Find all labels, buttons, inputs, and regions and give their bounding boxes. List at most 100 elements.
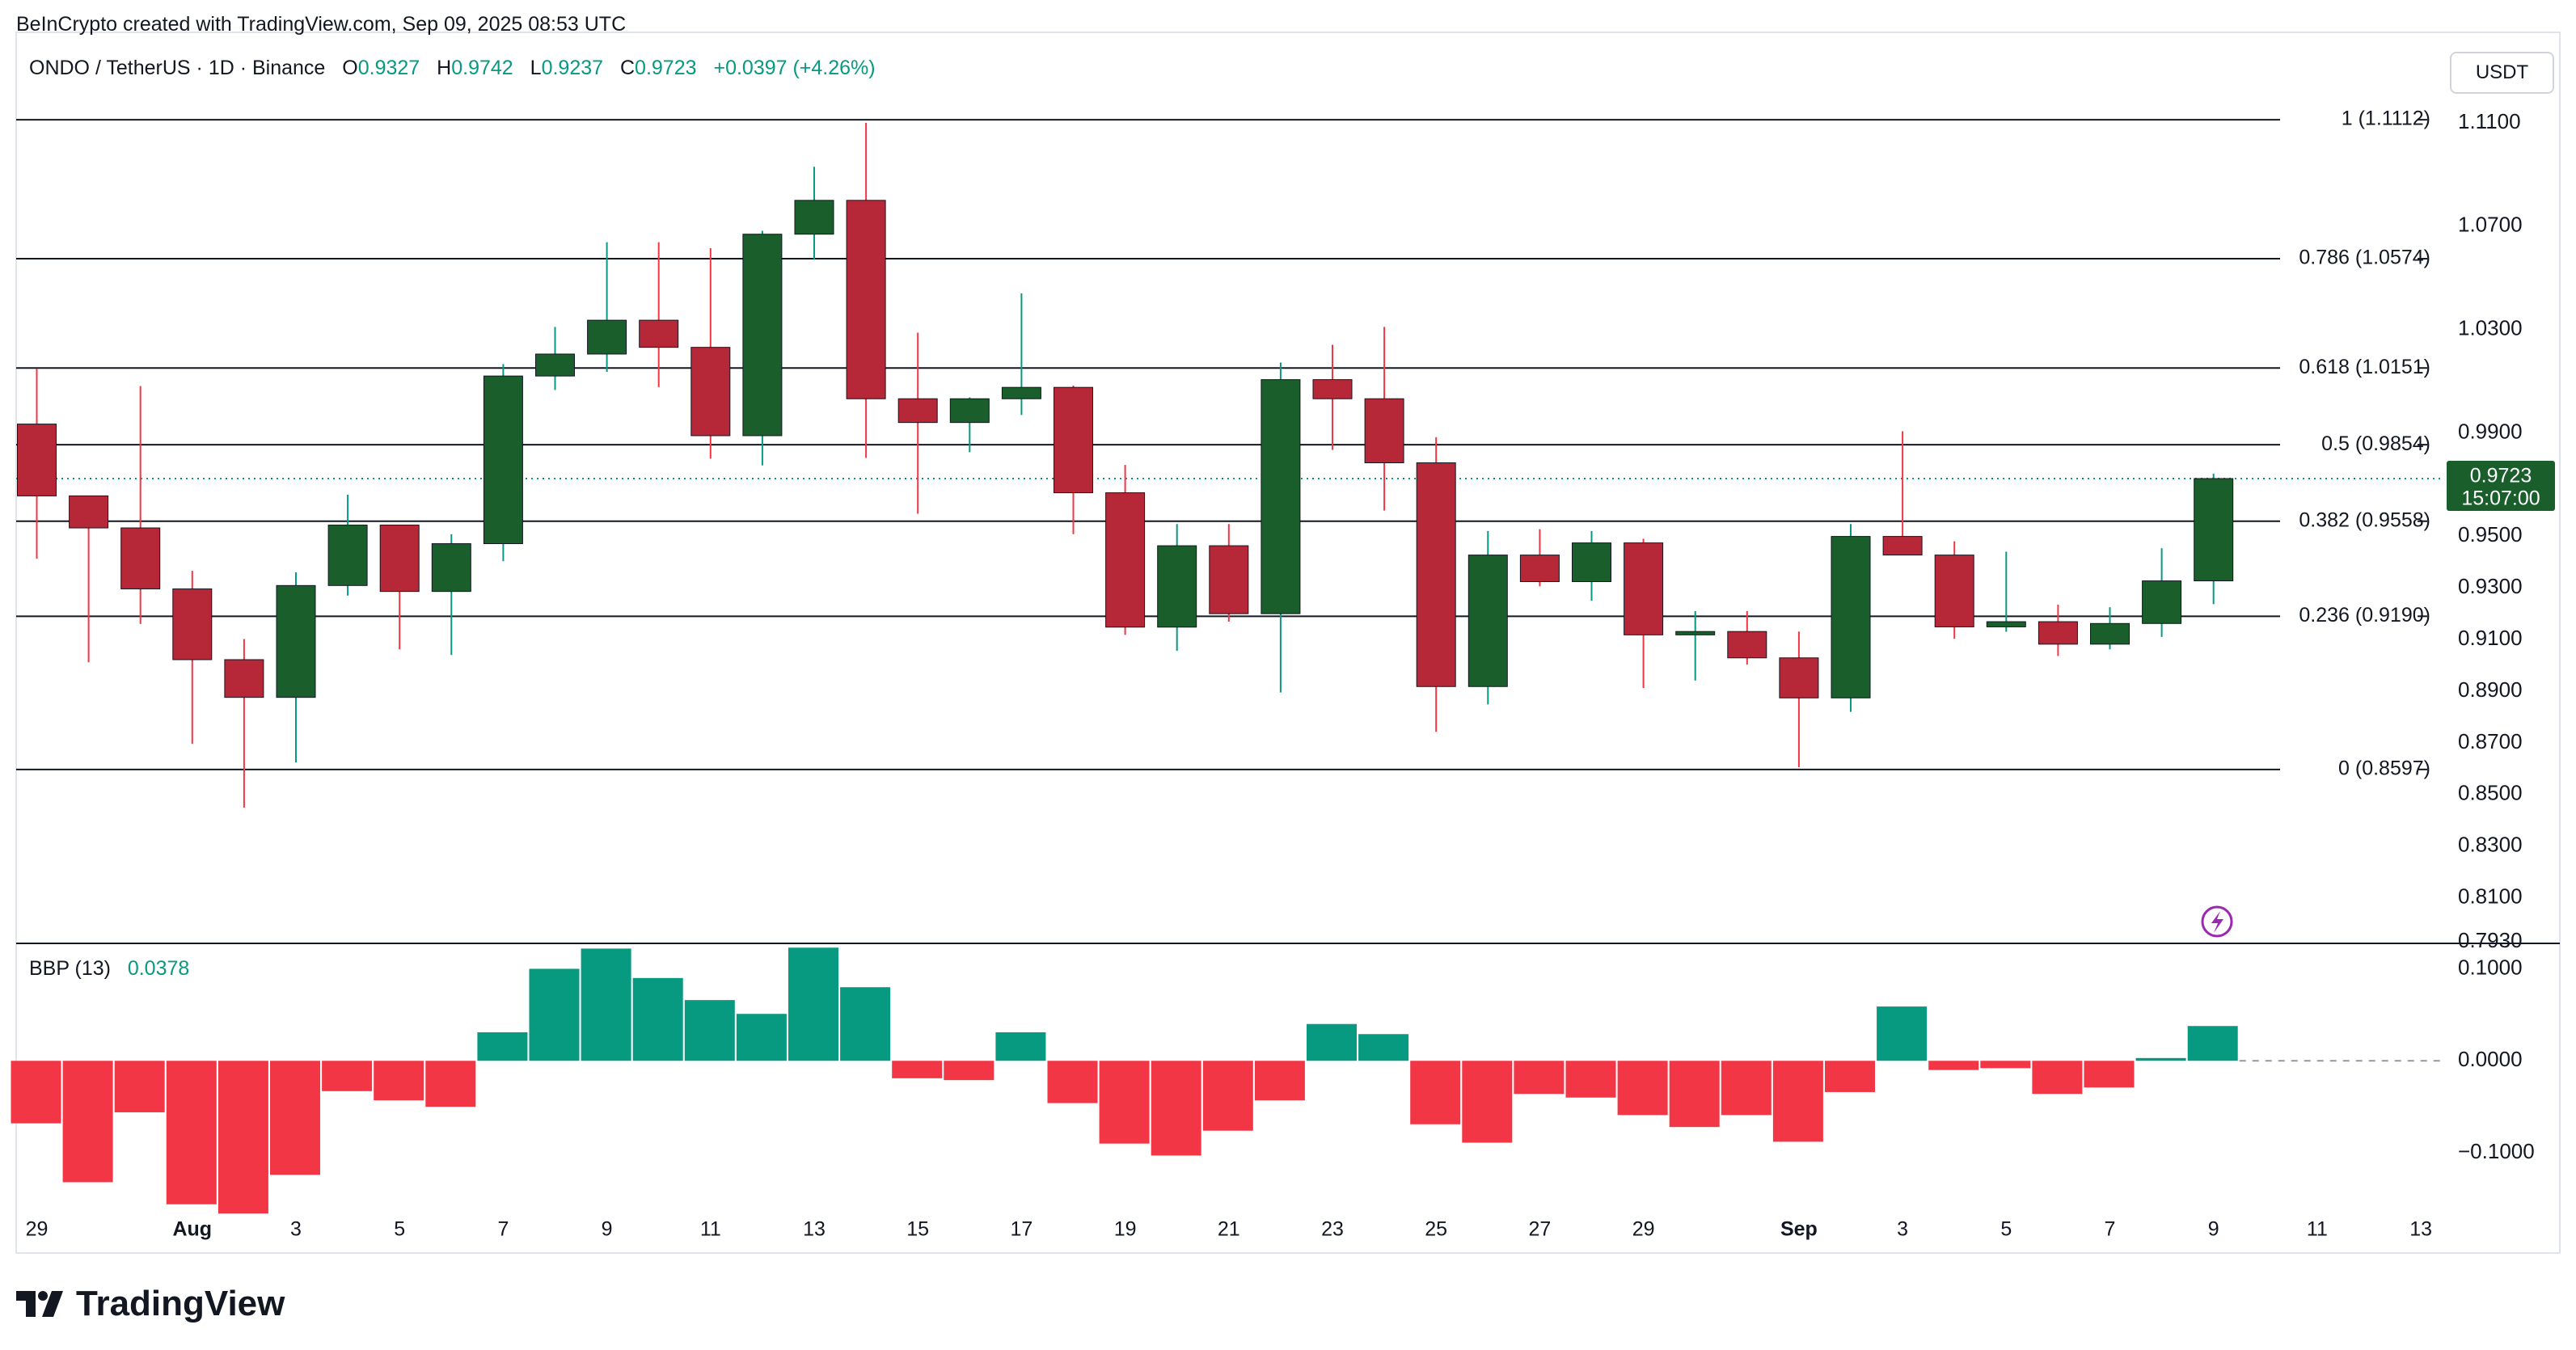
bbp-bar[interactable] — [114, 1061, 165, 1112]
time-axis-tick: 17 — [1010, 1218, 1033, 1241]
candle[interactable] — [1986, 551, 2026, 632]
candle-body — [276, 584, 316, 698]
bbp-bar[interactable] — [995, 1031, 1046, 1061]
bbp-bar[interactable] — [2135, 1057, 2186, 1061]
bbp-bar[interactable] — [217, 1061, 268, 1214]
bbp-bar[interactable] — [529, 968, 580, 1061]
bbp-bar[interactable] — [1825, 1061, 1875, 1092]
candle[interactable] — [1831, 524, 1871, 712]
candle[interactable] — [379, 525, 420, 650]
candle[interactable] — [172, 571, 213, 745]
candle[interactable] — [1157, 524, 1197, 652]
candle[interactable] — [1416, 437, 1456, 732]
candle[interactable] — [1312, 344, 1353, 450]
bbp-bar[interactable] — [1151, 1061, 1201, 1156]
bbp-bar[interactable] — [2187, 1026, 2238, 1061]
bbp-bar[interactable] — [736, 1014, 787, 1061]
candle[interactable] — [1209, 524, 1249, 622]
candle[interactable] — [1001, 293, 1041, 416]
candle[interactable] — [846, 122, 886, 458]
bbp-bar[interactable] — [1877, 1006, 1928, 1061]
candle[interactable] — [535, 327, 575, 390]
bbp-bar[interactable] — [1928, 1061, 1979, 1070]
bbp-bar[interactable] — [62, 1061, 113, 1183]
candle[interactable] — [1675, 610, 1716, 681]
indicator-title[interactable]: BBP (13) — [29, 957, 111, 980]
candle-body — [794, 200, 834, 235]
candle[interactable] — [1934, 541, 1974, 639]
bbp-bar[interactable] — [1980, 1061, 2031, 1069]
bbp-bar[interactable] — [477, 1031, 528, 1061]
bbp-bar[interactable] — [2032, 1061, 2083, 1095]
bbp-bar[interactable] — [581, 948, 631, 1061]
candle[interactable] — [17, 369, 57, 559]
candle[interactable] — [2090, 607, 2130, 650]
candle[interactable] — [327, 494, 368, 596]
bbp-bar[interactable] — [944, 1061, 995, 1081]
brand-name: TradingView — [76, 1284, 285, 1323]
candle-body — [897, 398, 938, 424]
candle[interactable] — [1261, 362, 1301, 693]
bbp-bar[interactable] — [2084, 1061, 2135, 1088]
alert-lightning-icon[interactable] — [2201, 905, 2233, 938]
candle[interactable] — [1364, 327, 1404, 511]
bbp-bar[interactable] — [632, 977, 683, 1061]
candle[interactable] — [1054, 385, 1093, 534]
candle[interactable] — [1572, 530, 1611, 601]
bbp-bar[interactable] — [1410, 1061, 1461, 1124]
bbp-bar[interactable] — [1617, 1061, 1668, 1116]
bbp-bar[interactable] — [1254, 1061, 1305, 1101]
bbp-bar[interactable] — [322, 1061, 373, 1091]
bbp-bar[interactable] — [892, 1061, 943, 1078]
bbp-bar[interactable] — [840, 987, 891, 1061]
candle[interactable] — [120, 386, 161, 624]
tradingview-brand[interactable]: TradingView — [16, 1284, 285, 1324]
bbp-bar[interactable] — [1669, 1061, 1720, 1128]
candle[interactable] — [897, 332, 938, 514]
candle[interactable] — [1467, 530, 1508, 705]
candle[interactable] — [587, 242, 627, 373]
candle[interactable] — [690, 247, 731, 459]
bbp-bar[interactable] — [1565, 1061, 1616, 1098]
bbp-bar[interactable] — [374, 1061, 424, 1101]
candle[interactable] — [224, 639, 264, 808]
candle[interactable] — [276, 572, 316, 763]
candle-body — [431, 543, 471, 593]
bbp-bar[interactable] — [1462, 1061, 1513, 1143]
candle[interactable] — [1779, 631, 1819, 767]
symbol-name[interactable]: ONDO / TetherUS · 1D · Binance — [29, 57, 326, 79]
candle[interactable] — [483, 364, 523, 562]
bbp-bar[interactable] — [1772, 1061, 1823, 1142]
candle[interactable] — [742, 230, 783, 466]
bbp-bar[interactable] — [270, 1061, 320, 1175]
bbp-bar[interactable] — [1099, 1061, 1150, 1144]
bbp-bar[interactable] — [1047, 1061, 1098, 1103]
candle[interactable] — [1105, 465, 1146, 635]
candle[interactable] — [69, 495, 109, 663]
bbp-bar[interactable] — [166, 1061, 217, 1204]
candle[interactable] — [794, 167, 834, 260]
candle[interactable] — [2142, 548, 2182, 637]
bbp-bar[interactable] — [1202, 1061, 1253, 1131]
candle[interactable] — [2194, 473, 2234, 605]
candle[interactable] — [1882, 431, 1923, 556]
candle-body — [1624, 542, 1664, 635]
bbp-bar[interactable] — [425, 1061, 476, 1107]
bbp-bar[interactable] — [1514, 1061, 1565, 1095]
candle[interactable] — [1519, 529, 1560, 587]
candle[interactable] — [1727, 610, 1767, 665]
candle[interactable] — [639, 242, 679, 387]
candle[interactable] — [2038, 604, 2078, 656]
bbp-bar[interactable] — [1307, 1023, 1357, 1061]
bbp-bar[interactable] — [11, 1061, 61, 1124]
bbp-bar[interactable] — [788, 947, 838, 1061]
bbp-bar[interactable] — [1721, 1061, 1772, 1116]
bbp-bar[interactable] — [1358, 1034, 1409, 1061]
currency-button[interactable]: USDT — [2450, 52, 2554, 94]
candle[interactable] — [949, 397, 990, 453]
tradingview-logo-icon — [16, 1291, 63, 1317]
candle[interactable] — [1624, 538, 1664, 689]
candle[interactable] — [431, 534, 471, 656]
bbp-bar[interactable] — [684, 1000, 735, 1061]
